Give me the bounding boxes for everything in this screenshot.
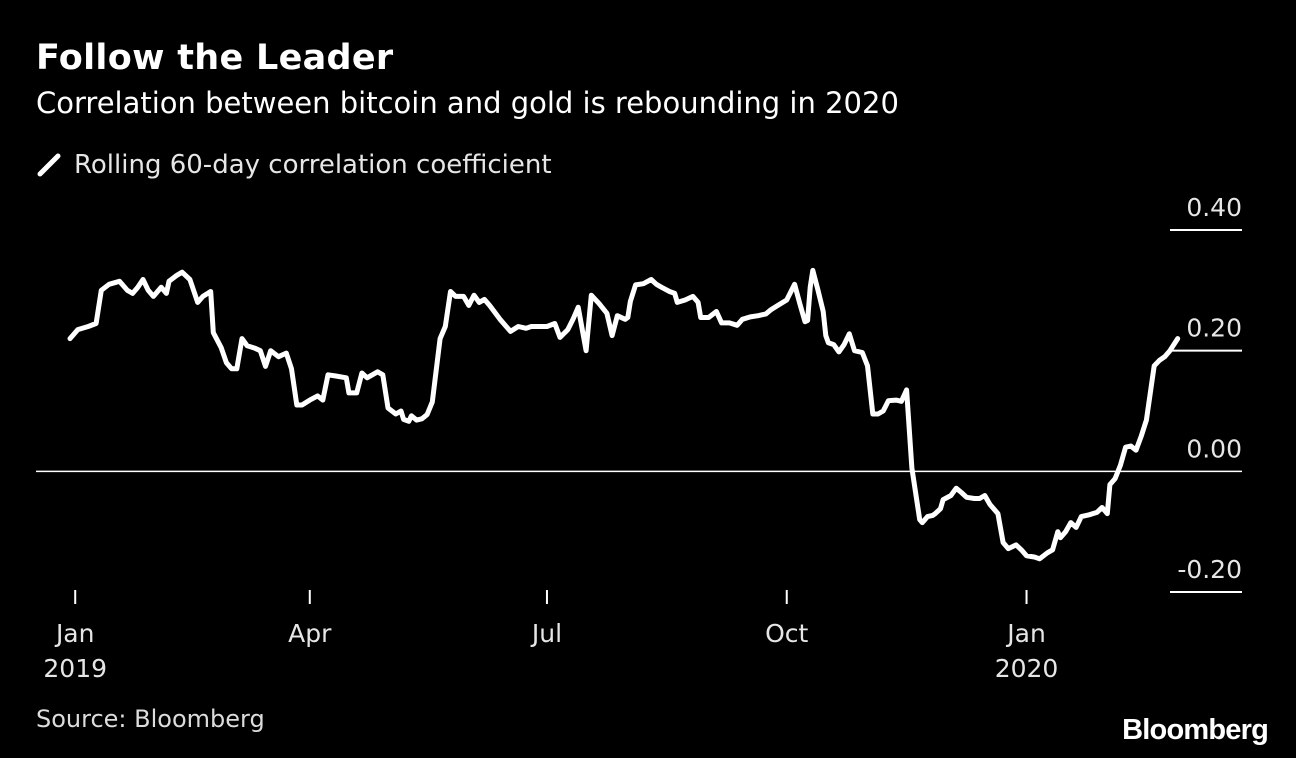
- brand-logo: Bloomberg: [1122, 714, 1269, 746]
- x-tick-label: Apr: [288, 619, 332, 648]
- chart-title: Follow the Leader: [36, 38, 394, 78]
- y-tick-label: 0.00: [1186, 434, 1242, 463]
- source-note: Source: Bloomberg: [36, 705, 265, 733]
- chart-subtitle: Correlation between bitcoin and gold is …: [36, 86, 899, 120]
- y-tick-label: 0.20: [1186, 314, 1242, 343]
- x-tick-year-label: 2019: [43, 654, 107, 683]
- y-axis: 0.40 0.20 0.00 -0.20: [1170, 193, 1242, 593]
- x-tick-label: Jul: [530, 619, 562, 648]
- x-tick-year-label: 2020: [995, 654, 1059, 683]
- x-tick-label: Oct: [765, 619, 808, 648]
- x-axis: Jan 2019 Apr Jul Oct Jan 2020: [43, 590, 1058, 683]
- legend: Rolling 60-day correlation coefficient: [36, 150, 552, 180]
- y-tick-label: 0.40: [1186, 193, 1242, 222]
- x-tick-label: Jan: [54, 619, 95, 648]
- x-tick-label: Jan: [1005, 619, 1046, 648]
- legend-swatch-icon: [37, 153, 61, 177]
- legend-label: Rolling 60-day correlation coefficient: [74, 150, 552, 180]
- series-line-correlation: [67, 267, 1181, 562]
- y-tick-label: -0.20: [1177, 555, 1242, 584]
